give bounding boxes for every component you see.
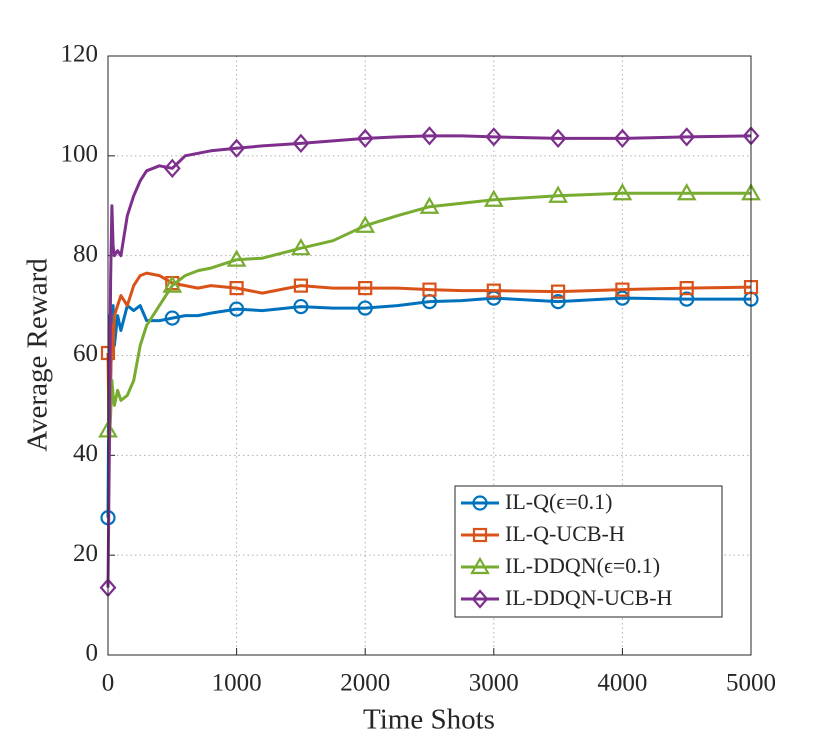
marker [471,589,489,609]
marker [356,128,374,149]
marker [470,556,490,575]
marker [550,284,566,299]
marker [483,189,504,207]
marker [226,249,247,267]
legend-text: IL-Q-UCB-H [505,521,625,546]
series-line [106,191,751,447]
marker [614,290,631,306]
marker [472,527,488,543]
y-tick-label: 40 [73,440,98,467]
x-tick-label: 0 [102,670,115,697]
marker [485,127,503,147]
x-tick-label: 1000 [212,670,262,697]
axes-box [107,55,752,656]
marker [357,300,373,316]
marker [163,158,181,178]
marker [228,138,246,159]
marker [615,282,630,297]
x-axis-label: Time Shots [363,704,495,736]
marker [472,495,488,511]
marker [355,215,376,233]
marker [550,293,566,310]
marker [679,281,694,296]
legend-box [454,485,723,618]
marker [293,298,309,315]
marker [421,126,438,146]
legend-text: IL-DDQN(ϵ=0.1) [505,553,660,578]
x-tick-label: 4000 [597,670,647,697]
marker [164,310,180,326]
y-tick-label: 100 [61,141,99,168]
marker [229,281,244,296]
series-line [106,134,752,588]
y-tick-label: 60 [73,340,98,367]
series-line [106,271,752,452]
marker [486,283,501,298]
y-tick-label: 0 [86,640,99,667]
legend-text: IL-Q(ϵ=0.1) [505,489,612,514]
marker [422,282,437,297]
x-tick-label: 2000 [340,670,390,697]
marker [676,183,697,201]
marker [291,237,311,256]
legend-text: IL-DDQN-UCB-H [505,585,673,610]
marker [548,185,568,203]
y-tick-label: 80 [73,240,98,267]
legend: IL-Q(ϵ=0.1) IL-Q-UCB-H IL-DDQN(ϵ=0.1) IL-DD… [454,485,723,618]
marker [292,133,310,154]
y-tick-label: 120 [61,41,99,68]
marker [612,183,633,201]
x-tick-label: 3000 [469,670,519,697]
marker [679,291,695,307]
marker [293,278,308,293]
marker [358,281,373,296]
y-axis-label: Average Reward [22,258,54,452]
marker [162,275,183,293]
marker [613,128,631,149]
y-tick-label: 20 [73,540,98,567]
marker [419,196,440,214]
x-tick-label: 5000 [726,670,776,697]
marker [229,301,245,317]
marker [549,128,567,149]
marker [678,127,696,147]
